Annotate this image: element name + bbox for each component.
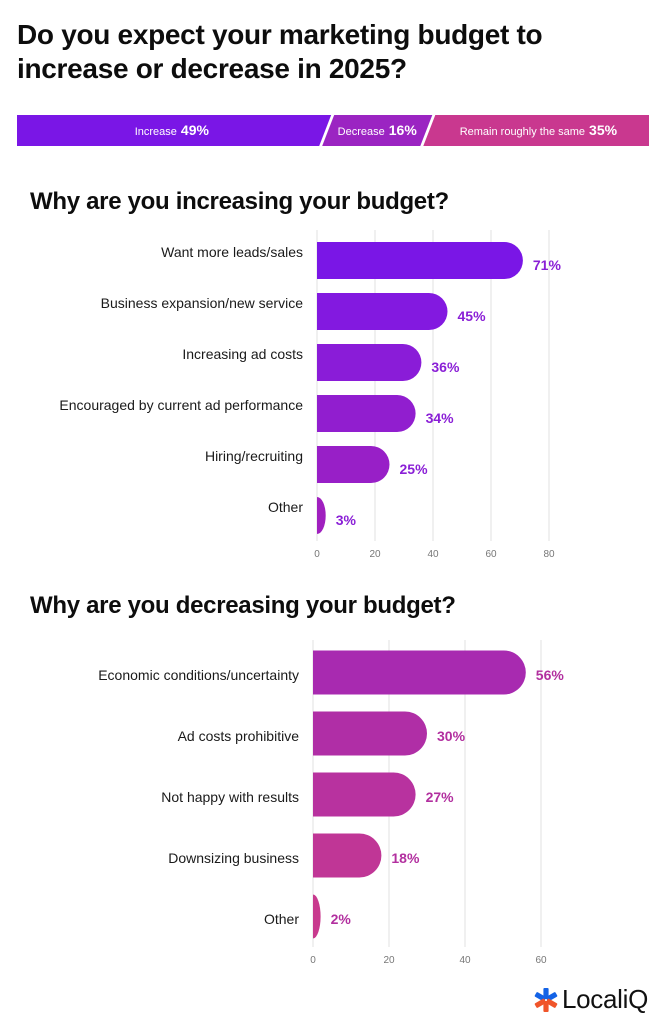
bar	[317, 242, 523, 279]
category-label: Hiring/recruiting	[204, 448, 303, 464]
x-tick-label: 0	[310, 955, 316, 966]
x-tick-label: 20	[383, 955, 395, 966]
category-label: Economic conditions/uncertainty	[98, 666, 299, 683]
x-tick-label: 40	[427, 549, 439, 560]
segment-name: Remain roughly the same	[459, 126, 586, 138]
segment-value: 16%	[388, 122, 417, 138]
asterisk-logo-icon	[534, 987, 558, 1012]
value-label: 2%	[330, 910, 351, 927]
summary-segment-label: Increase 49%	[17, 115, 327, 146]
segment-name: Increase	[134, 126, 177, 138]
category-label: Increasing ad costs	[182, 346, 303, 362]
category-label: Business expansion/new service	[100, 295, 303, 311]
value-label: 25%	[399, 460, 428, 477]
category-label: Other	[263, 910, 299, 927]
logo-text: LocaliQ	[561, 984, 648, 1014]
summary-segment-label: Decrease 16%	[327, 115, 428, 146]
category-label: Not happy with results	[161, 788, 299, 805]
summary-segment-increase	[17, 115, 332, 146]
category-label: Want more leads/sales	[161, 244, 303, 260]
page-title: Do you expect your marketing budget to i…	[17, 19, 543, 84]
bar	[313, 711, 428, 756]
segment-name: Decrease	[337, 126, 385, 138]
value-label: 45%	[457, 307, 486, 324]
x-tick-label: 60	[485, 549, 497, 560]
stacked-bar-graphic	[17, 115, 649, 146]
bar	[313, 772, 416, 817]
budget-expectation-bar: Increase 49% Decrease 16% Remain roughly the…	[17, 115, 649, 146]
value-label: 71%	[532, 256, 561, 273]
x-tick-label: 60	[535, 955, 547, 966]
x-tick-label: 80	[543, 549, 555, 560]
localiq-logo: LocaliQ	[534, 984, 648, 1015]
bar	[317, 293, 448, 330]
x-tick-label: 0	[314, 549, 320, 560]
bar	[313, 650, 526, 695]
value-label: 27%	[425, 788, 454, 805]
decrease-reasons-chart: 0 20 40 60 Economic conditions/uncertainty 56…	[0, 640, 664, 980]
increase-reasons-chart: 0 20 40 60 80 Want more leads/sales 71% Busines…	[0, 230, 664, 560]
category-label: Other	[267, 499, 303, 515]
bar	[317, 395, 416, 432]
value-label: 30%	[437, 727, 466, 744]
bar	[313, 833, 382, 878]
chart-plot	[316, 230, 550, 541]
summary-segment-label: Remain roughly the same 35%	[428, 115, 649, 146]
summary-segment-decrease	[322, 115, 433, 146]
category-label: Downsizing business	[168, 849, 299, 866]
decrease-chart-title: Why are you decreasing your budget?	[30, 592, 456, 619]
value-label: 56%	[535, 666, 564, 683]
summary-segment-remain-roughly-the-same	[423, 115, 649, 146]
segment-value: 49%	[180, 122, 209, 138]
value-label: 34%	[425, 409, 454, 426]
chart-plot	[312, 640, 542, 947]
value-label: 36%	[431, 358, 460, 375]
value-label: 3%	[335, 511, 356, 528]
bar	[317, 446, 390, 483]
category-label: Encouraged by current ad performance	[59, 397, 303, 413]
x-tick-label: 20	[369, 549, 381, 560]
value-label: 18%	[391, 849, 420, 866]
segment-value: 35%	[589, 122, 618, 138]
bar	[317, 344, 422, 381]
bar	[317, 497, 326, 534]
bar	[313, 894, 321, 939]
increase-chart-title: Why are you increasing your budget?	[30, 188, 449, 215]
x-tick-label: 40	[459, 955, 471, 966]
category-label: Ad costs prohibitive	[177, 727, 299, 744]
